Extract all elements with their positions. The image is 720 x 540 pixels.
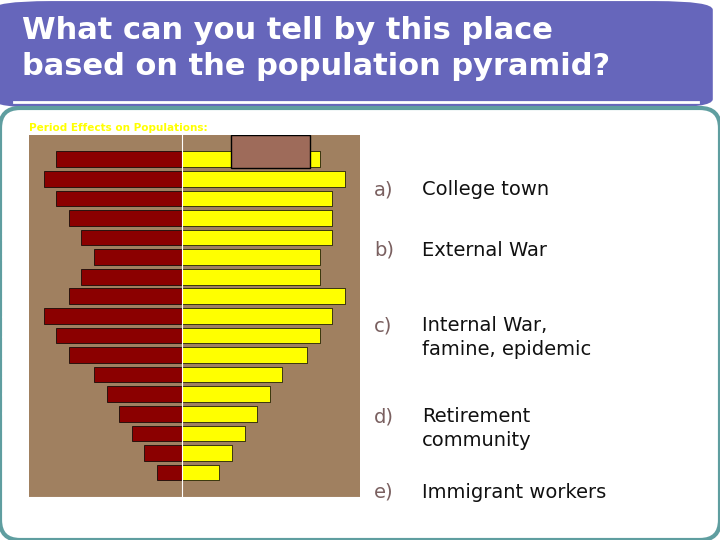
Text: What can you tell by this place
based on the population pyramid?: What can you tell by this place based on… [22,16,610,81]
Text: Internal War,
famine, epidemic: Internal War, famine, epidemic [422,316,591,359]
Bar [182,426,245,441]
Text: External War: External War [422,241,547,260]
FancyBboxPatch shape [231,135,310,167]
Bar [44,308,182,324]
Bar [44,171,182,187]
Text: Retirement
community: Retirement community [422,407,532,450]
Bar [107,387,182,402]
Bar [182,210,333,226]
Bar [94,249,182,265]
Bar [182,387,270,402]
Bar [56,151,182,167]
Bar [182,328,320,343]
Bar [132,426,182,441]
Text: e): e) [374,483,393,502]
X-axis label: Men - Women: Men - Women [161,512,228,522]
Bar [182,151,320,167]
Bar [182,465,220,481]
Bar [81,230,182,245]
Bar [182,406,257,422]
Bar [182,230,333,245]
Bar [182,249,320,265]
Bar [81,269,182,285]
Bar [182,367,282,382]
Bar [56,328,182,343]
Bar [119,406,182,422]
Text: c): c) [374,316,392,335]
Bar [157,465,182,481]
Bar [69,288,182,304]
Bar [94,367,182,382]
Bar [182,308,333,324]
Bar [182,171,345,187]
FancyBboxPatch shape [0,1,713,108]
Bar [56,191,182,206]
FancyBboxPatch shape [0,108,720,540]
Text: Immigrant workers: Immigrant workers [422,483,606,502]
Bar [182,191,333,206]
Bar [182,347,307,363]
Bar [69,210,182,226]
Text: Period Effects on Populations:: Period Effects on Populations: [29,123,207,133]
Text: d): d) [374,407,394,426]
Text: College town: College town [422,180,549,199]
Bar [182,288,345,304]
Bar [182,269,320,285]
Bar [144,445,182,461]
Bar [182,445,232,461]
Text: b): b) [374,241,394,260]
Text: a): a) [374,180,393,199]
Bar [69,347,182,363]
